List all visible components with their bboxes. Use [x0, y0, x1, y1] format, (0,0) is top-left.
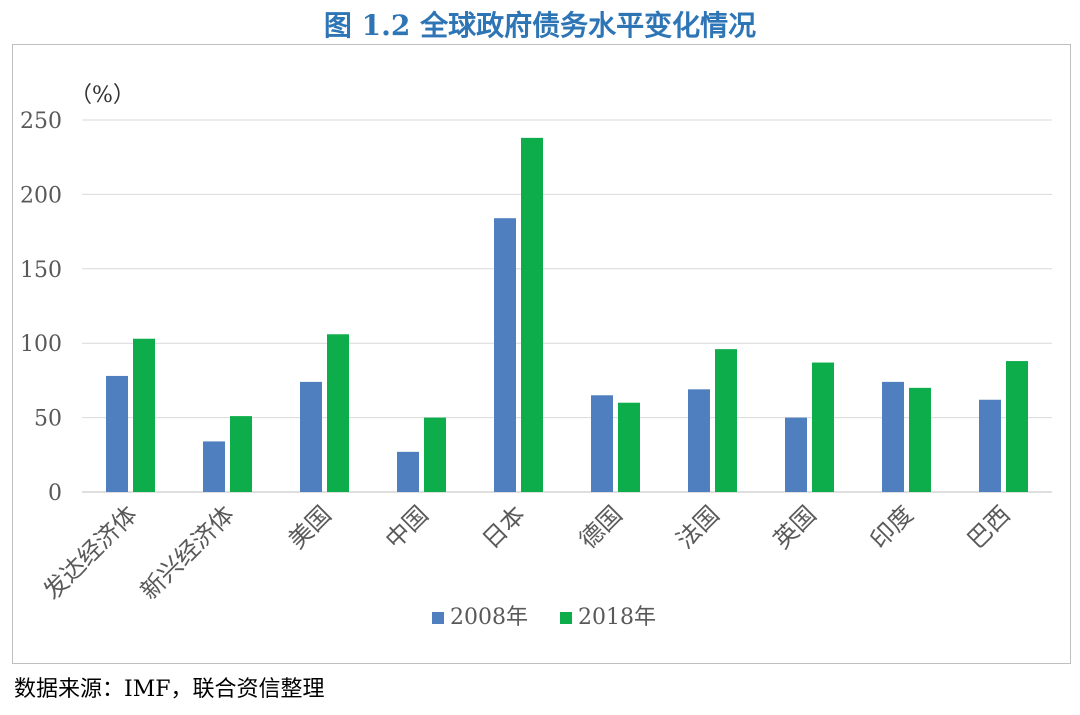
bar-2018年-日本 — [521, 137, 543, 492]
x-tick-label: 新兴经济体 — [135, 500, 240, 605]
x-tick-label: 德国 — [574, 500, 628, 554]
y-unit-label: （%） — [70, 83, 135, 108]
x-tick-label: 巴西 — [962, 500, 1016, 554]
bar-2018年-德国 — [618, 402, 640, 492]
x-tick-label: 中国 — [380, 500, 434, 554]
bar-2018年-美国 — [327, 334, 349, 492]
chart-frame — [12, 44, 1071, 664]
y-tick-label: 200 — [20, 183, 62, 208]
bar-2018年-巴西 — [1006, 361, 1028, 492]
bar-2018年-中国 — [424, 417, 446, 492]
y-tick-label: 250 — [20, 109, 62, 134]
bar-2018年-新兴经济体 — [230, 416, 252, 492]
y-tick-label: 100 — [20, 332, 62, 357]
bar-2008年-新兴经济体 — [203, 441, 225, 492]
bar-2018年-印度 — [909, 387, 931, 492]
bar-2008年-美国 — [300, 381, 322, 492]
bar-2008年-英国 — [785, 417, 807, 492]
y-tick-label: 50 — [34, 407, 62, 432]
x-tick-label: 日本 — [477, 500, 531, 554]
bar-2018年-发达经济体 — [133, 338, 155, 492]
x-tick-label: 发达经济体 — [38, 500, 143, 605]
bar-2018年-法国 — [715, 349, 737, 492]
legend-label: 2018年 — [578, 605, 656, 630]
bar-2008年-发达经济体 — [106, 375, 128, 492]
bar-2008年-法国 — [688, 389, 710, 492]
bar-2008年-德国 — [591, 395, 613, 492]
x-tick-label: 美国 — [283, 500, 337, 554]
legend-label: 2008年 — [450, 605, 528, 630]
bar-2008年-中国 — [397, 451, 419, 492]
x-tick-label: 印度 — [865, 500, 919, 554]
legend-swatch-2008年 — [432, 612, 444, 624]
x-tick-label: 英国 — [768, 500, 822, 554]
bar-2018年-英国 — [812, 362, 834, 492]
bar-2008年-印度 — [882, 381, 904, 492]
y-tick-label: 150 — [20, 258, 62, 283]
x-tick-label: 法国 — [671, 500, 725, 554]
chart-title: 图 1.2 全球政府债务水平变化情况 — [323, 9, 757, 42]
source-note: 数据来源：IMF，联合资信整理 — [14, 677, 325, 702]
legend-swatch-2018年 — [560, 612, 572, 624]
y-tick-label: 0 — [48, 481, 62, 506]
bar-2008年-日本 — [494, 218, 516, 492]
bar-2008年-巴西 — [979, 399, 1001, 492]
